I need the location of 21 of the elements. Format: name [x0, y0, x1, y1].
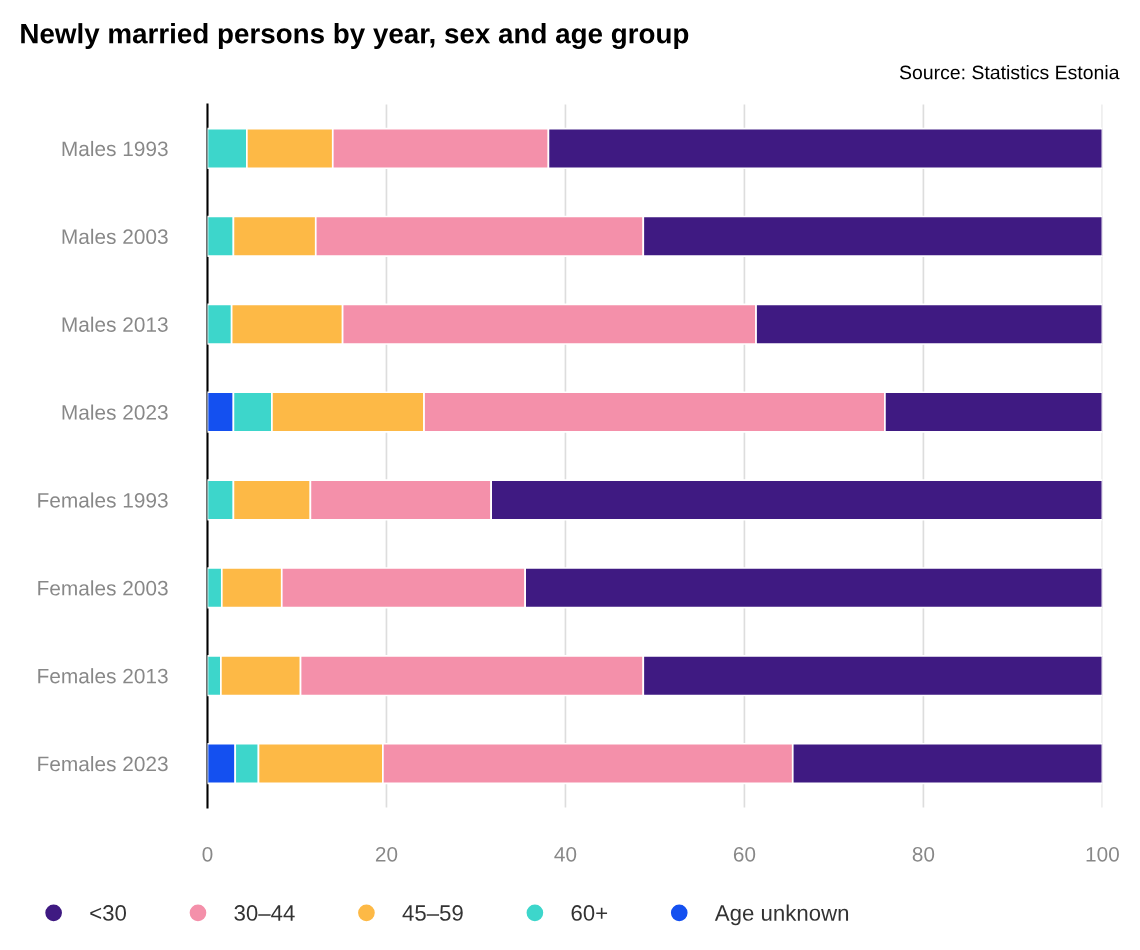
- x-tick-label: 60: [733, 846, 756, 862]
- y-tick-label: Males 2003: [62, 228, 168, 245]
- x-tick-label: 0: [202, 846, 213, 862]
- legend-label: 60+: [571, 905, 608, 921]
- y-tick-label: Males 1993: [62, 140, 168, 157]
- y-tick-label: Females 1993: [38, 492, 168, 508]
- legend-label: 45–59: [402, 905, 463, 921]
- x-tick-label: 40: [554, 846, 577, 862]
- legend-label: Age unknown: [714, 904, 849, 926]
- legend-label: <30: [90, 905, 126, 921]
- y-tick-label: Males 2013: [62, 316, 168, 332]
- y-tick-label: Females 2013: [38, 668, 168, 684]
- y-tick-label: Females 2023: [38, 756, 168, 772]
- chart-title: Newly married persons by year, sex and age group: [21, 23, 689, 50]
- y-tick-label: Females 2003: [38, 580, 168, 596]
- y-tick-label: Males 2023: [62, 404, 168, 420]
- source-note: Source: Statistics Estonia: [899, 65, 1120, 80]
- legend-label: 30–44: [234, 905, 295, 921]
- x-tick-label: 80: [912, 846, 935, 862]
- x-tick-label: 100: [1086, 846, 1119, 862]
- x-tick-label: 20: [375, 846, 398, 862]
